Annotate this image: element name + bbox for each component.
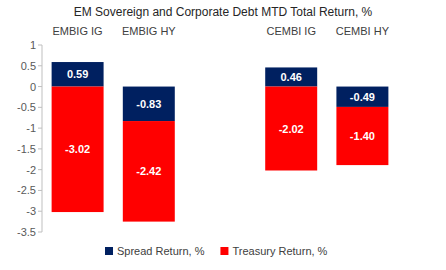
bar — [123, 121, 175, 222]
legend-label: Spread Return, % — [117, 245, 205, 257]
y-tick-label: -2 — [26, 164, 36, 176]
y-axis-line — [42, 45, 43, 232]
y-tick-label: 0 — [30, 81, 36, 93]
bar — [265, 87, 317, 171]
legend-label: Treasury Return, % — [232, 245, 327, 257]
y-tick — [38, 148, 42, 149]
data-label: -2.02 — [279, 123, 304, 135]
y-tick — [38, 211, 42, 212]
y-tick — [38, 107, 42, 108]
data-label: 0.46 — [280, 71, 301, 83]
y-tick — [38, 169, 42, 170]
category-label: CEMBI IG — [266, 25, 316, 37]
data-label: -0.49 — [350, 91, 375, 103]
y-tick-label: -3 — [26, 205, 36, 217]
bar — [336, 107, 388, 165]
bar — [52, 87, 104, 212]
category-label: EMBIG HY — [122, 25, 176, 37]
data-label: -0.83 — [136, 98, 161, 110]
y-tick — [38, 128, 42, 129]
bar — [123, 87, 175, 121]
data-label: 0.59 — [67, 68, 88, 80]
y-tick — [38, 45, 42, 46]
y-tick-label: -1 — [26, 122, 36, 134]
background — [0, 0, 446, 270]
y-tick — [38, 232, 42, 233]
legend-swatch — [105, 247, 113, 255]
y-tick-label: -2.5 — [17, 184, 36, 196]
bar — [265, 67, 317, 86]
category-label: CEMBI HY — [336, 25, 390, 37]
y-tick-label: -1.5 — [17, 143, 36, 155]
y-tick — [38, 86, 42, 87]
y-tick-label: 0.5 — [21, 60, 36, 72]
data-label: -2.42 — [136, 165, 161, 177]
title: EM Sovereign and Corporate Debt MTD Tota… — [74, 5, 373, 19]
chart: EM Sovereign and Corporate Debt MTD Tota… — [0, 0, 446, 270]
bars — [52, 62, 389, 222]
y-tick — [38, 190, 42, 191]
data-label: -3.02 — [65, 143, 90, 155]
y-tick-label: 1 — [30, 39, 36, 51]
y-tick-label: -0.5 — [17, 101, 36, 113]
y-tick — [38, 65, 42, 66]
legend-swatch — [220, 247, 228, 255]
y-tick-label: -3.5 — [17, 226, 36, 238]
bar — [336, 87, 388, 107]
category-label: EMBIG IG — [53, 25, 103, 37]
data-label: -1.40 — [350, 130, 375, 142]
bar — [52, 62, 104, 87]
